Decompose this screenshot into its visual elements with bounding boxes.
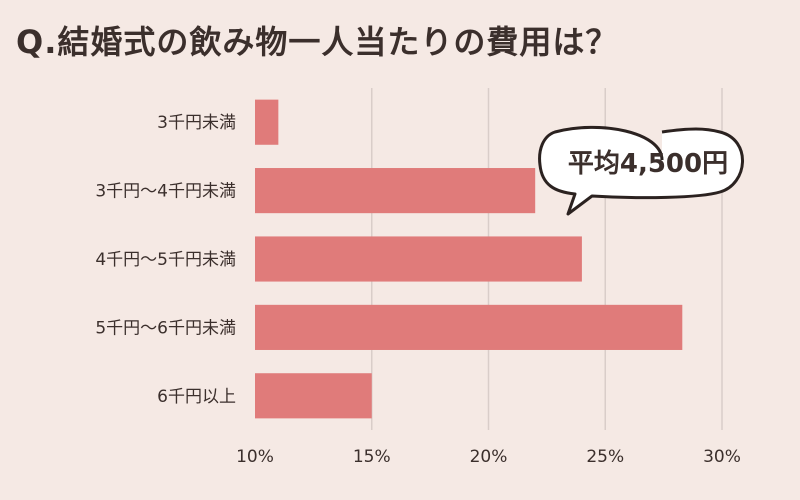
category-label: 3千円未満: [157, 113, 236, 133]
x-axis-ticks: 10% 15% 20% 25% 30%: [236, 447, 741, 467]
speech-bubble-shape: [538, 125, 744, 216]
bar: [255, 236, 582, 282]
category-label: 6千円以上: [157, 387, 236, 407]
category-labels: 3千円未満 3千円〜4千円未満 4千円〜5千円未満 5千円〜6千円未満 6千円以上: [95, 113, 236, 407]
bars: [255, 99, 683, 419]
callout-text: 平均4,500円: [568, 149, 728, 179]
category-label: 4千円〜5千円未満: [95, 250, 236, 270]
bar: [255, 99, 279, 145]
x-tick-label: 10%: [236, 447, 274, 467]
x-tick-label: 20%: [470, 447, 508, 467]
category-label: 3千円〜4千円未満: [95, 182, 236, 202]
x-tick-label: 15%: [353, 447, 391, 467]
category-label: 5千円〜6千円未満: [95, 318, 236, 338]
average-callout: 平均4,500円: [538, 125, 744, 216]
chart-title: Q.結婚式の飲み物一人当たりの費用は？: [16, 23, 619, 61]
bar: [255, 373, 372, 419]
bar: [255, 168, 536, 214]
x-tick-label: 30%: [703, 447, 741, 467]
bar: [255, 304, 683, 350]
x-tick-label: 25%: [586, 447, 624, 467]
